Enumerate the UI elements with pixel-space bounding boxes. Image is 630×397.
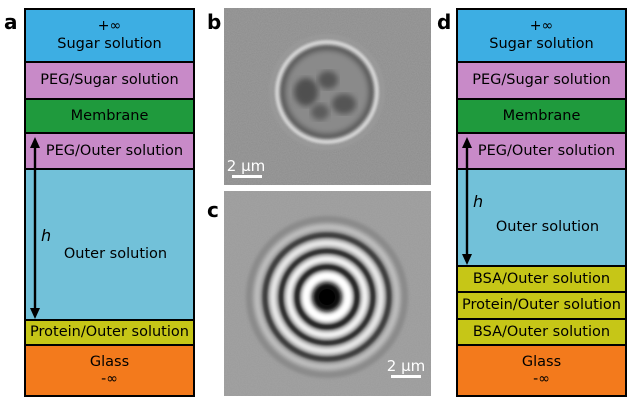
membrane-label: Membrane <box>502 107 581 124</box>
panel-letter-d: d <box>437 10 452 34</box>
glass-label: Glass <box>521 353 562 370</box>
peg-outer-layer: PEG/Outer solution <box>456 132 627 170</box>
membrane-layer: Membrane <box>456 98 627 134</box>
peg-outer-label: PEG/Outer solution <box>477 142 616 159</box>
plus-infinity-label: +∞ <box>529 17 554 34</box>
sugar-solution-layer: +∞ Sugar solution <box>24 8 195 63</box>
glass-label: Glass <box>89 353 130 370</box>
sugar-solution-layer: +∞ Sugar solution <box>456 8 627 63</box>
outer-solution-layer: Outer solution <box>24 168 195 321</box>
glass-layer: Glass -∞ <box>456 344 627 397</box>
bsa-outer-label-top: BSA/Outer solution <box>472 270 611 287</box>
sugar-solution-label: Sugar solution <box>489 36 594 53</box>
scale-bar-c-label: 2 µm <box>386 357 426 375</box>
height-arrow <box>30 137 40 319</box>
bsa-outer-layer-top: BSA/Outer solution <box>456 265 627 293</box>
protein-outer-label: Protein/Outer solution <box>462 297 621 314</box>
bsa-outer-label-bottom: BSA/Outer solution <box>472 323 611 340</box>
peg-sugar-layer: PEG/Sugar solution <box>456 61 627 100</box>
scale-bar-c: 2 µm <box>384 359 428 378</box>
vesicle-micrograph: 2 µm <box>224 8 431 185</box>
h-label: h <box>41 226 52 245</box>
bsa-outer-layer-bottom: BSA/Outer solution <box>456 318 627 346</box>
h-label: h <box>473 192 484 211</box>
scale-bar-b: 2 µm <box>226 157 266 178</box>
protein-outer-label: Protein/Outer solution <box>30 324 189 341</box>
height-arrow <box>462 137 472 265</box>
outer-solution-label: Outer solution <box>495 219 600 236</box>
protein-outer-layer: Protein/Outer solution <box>24 319 195 346</box>
sugar-solution-label: Sugar solution <box>57 36 162 53</box>
peg-outer-layer: PEG/Outer solution <box>24 132 195 170</box>
interference-micrograph: 2 µm <box>224 191 431 396</box>
scale-bar-b-label: 2 µm <box>226 157 266 175</box>
panel-letter-b: b <box>207 10 222 34</box>
peg-sugar-layer: PEG/Sugar solution <box>24 61 195 100</box>
peg-outer-label: PEG/Outer solution <box>45 142 184 159</box>
peg-sugar-label: PEG/Sugar solution <box>472 72 611 89</box>
peg-sugar-label: PEG/Sugar solution <box>40 72 179 89</box>
minus-infinity-label: -∞ <box>101 370 118 387</box>
outer-solution-layer: Outer solution <box>456 168 627 267</box>
outer-solution-label: Outer solution <box>63 246 168 263</box>
membrane-layer: Membrane <box>24 98 195 134</box>
membrane-label: Membrane <box>70 107 149 124</box>
panel-letter-c: c <box>207 198 219 222</box>
minus-infinity-label: -∞ <box>533 370 550 387</box>
protein-outer-layer: Protein/Outer solution <box>456 291 627 320</box>
glass-layer: Glass -∞ <box>24 344 195 397</box>
plus-infinity-label: +∞ <box>97 17 122 34</box>
panel-letter-a: a <box>4 10 18 34</box>
